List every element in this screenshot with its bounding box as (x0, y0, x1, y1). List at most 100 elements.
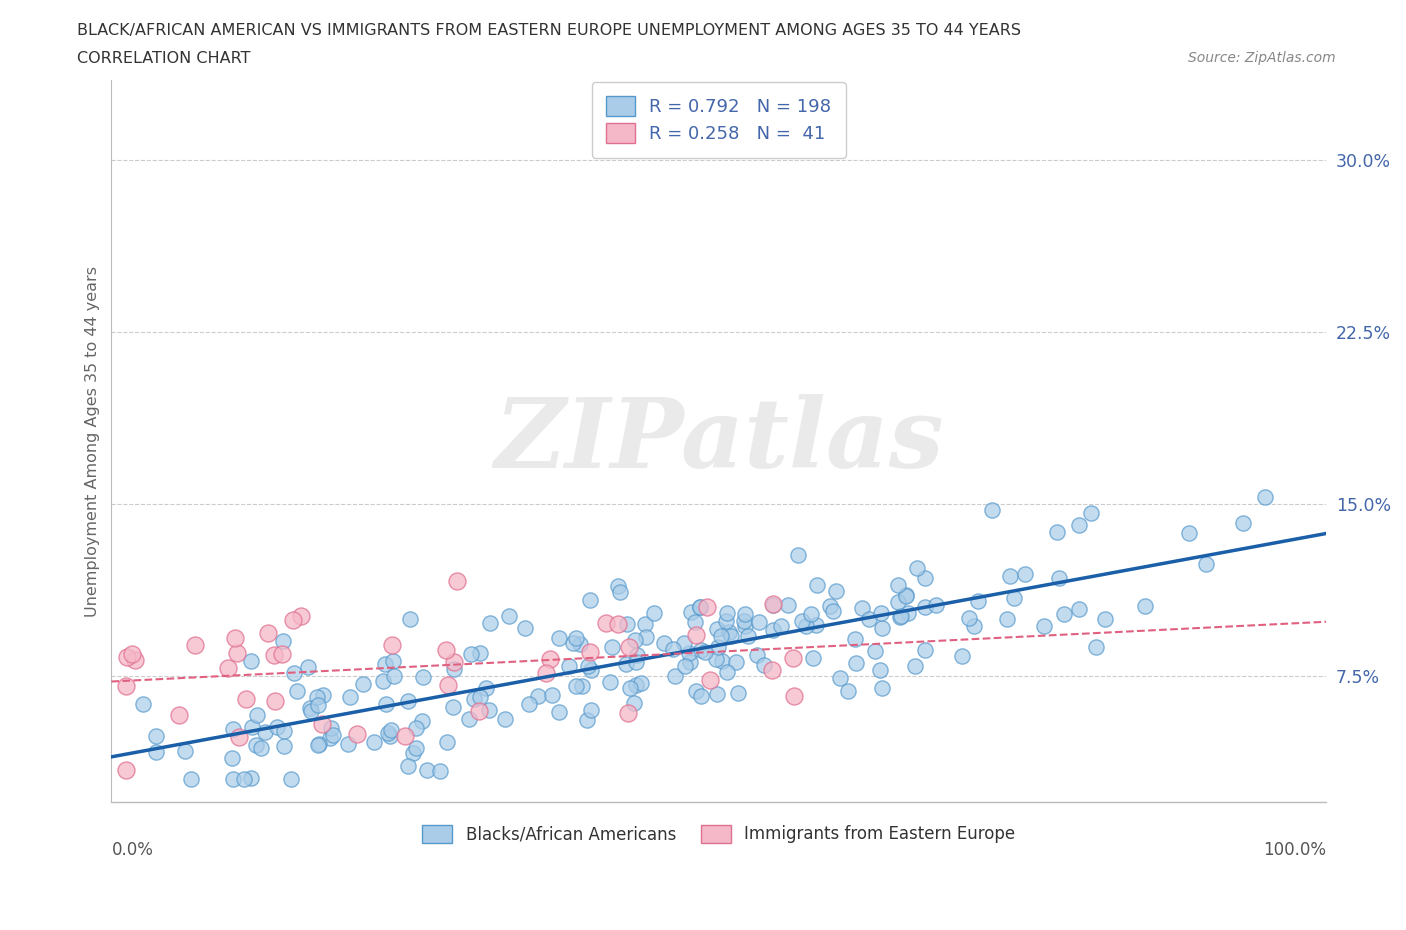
Point (336, 737, 359, 751)
Point (616, 706, 638, 721)
Point (285, 684, 308, 698)
Point (281, 612, 304, 627)
Point (689, 600, 711, 615)
Point (769, 619, 792, 634)
Point (606, 617, 628, 631)
Point (273, 724, 295, 738)
Point (145, 744, 167, 759)
Point (710, 629, 733, 644)
Point (446, 573, 468, 588)
Point (579, 663, 602, 678)
Point (624, 632, 647, 647)
Point (1080, 505, 1102, 520)
Point (706, 686, 728, 701)
Point (762, 597, 785, 612)
Point (600, 640, 623, 655)
Point (1195, 557, 1218, 572)
Point (307, 690, 329, 705)
Point (115, 678, 138, 693)
Point (246, 708, 269, 723)
Point (734, 618, 756, 633)
Point (599, 674, 621, 689)
Point (800, 606, 823, 621)
Point (761, 663, 783, 678)
Point (1085, 640, 1108, 655)
Legend: Blacks/African Americans, Immigrants from Eastern Europe: Blacks/African Americans, Immigrants fro… (413, 817, 1024, 852)
Point (679, 654, 702, 669)
Point (630, 676, 652, 691)
Point (792, 614, 814, 629)
Point (720, 629, 742, 644)
Point (468, 689, 491, 704)
Point (894, 588, 917, 603)
Point (1046, 525, 1069, 539)
Point (1178, 526, 1201, 541)
Point (436, 677, 458, 692)
Point (322, 727, 344, 742)
Point (132, 697, 155, 711)
Point (494, 711, 516, 726)
Point (458, 711, 481, 726)
Point (887, 594, 910, 609)
Point (434, 643, 457, 658)
Point (382, 669, 405, 684)
Point (617, 640, 640, 655)
Point (716, 605, 738, 620)
Point (727, 685, 749, 700)
Point (221, 772, 243, 787)
Point (762, 622, 785, 637)
Point (478, 702, 501, 717)
Point (725, 655, 748, 670)
Point (905, 560, 928, 575)
Point (541, 687, 564, 702)
Point (737, 629, 759, 644)
Point (950, 649, 973, 664)
Point (623, 696, 645, 711)
Point (498, 608, 520, 623)
Point (714, 613, 737, 628)
Point (475, 681, 498, 696)
Point (689, 689, 711, 704)
Point (121, 646, 143, 661)
Point (381, 637, 404, 652)
Point (837, 684, 859, 698)
Point (396, 694, 419, 709)
Point (145, 729, 167, 744)
Point (1047, 570, 1070, 585)
Point (823, 603, 845, 618)
Point (321, 721, 343, 736)
Point (643, 605, 665, 620)
Point (845, 656, 868, 671)
Point (308, 736, 330, 751)
Point (794, 618, 817, 633)
Point (783, 688, 806, 703)
Point (441, 699, 464, 714)
Point (1133, 598, 1156, 613)
Point (869, 662, 891, 677)
Point (818, 599, 841, 614)
Point (436, 735, 458, 750)
Point (870, 681, 893, 696)
Point (240, 771, 263, 786)
Point (463, 692, 485, 707)
Point (339, 690, 361, 705)
Point (536, 666, 558, 681)
Point (673, 635, 696, 650)
Point (616, 617, 638, 631)
Point (374, 657, 396, 671)
Point (319, 731, 342, 746)
Point (235, 691, 257, 706)
Point (228, 729, 250, 744)
Point (595, 616, 617, 631)
Point (748, 614, 770, 629)
Point (844, 631, 866, 646)
Point (280, 772, 302, 787)
Point (1053, 606, 1076, 621)
Point (263, 647, 285, 662)
Point (1033, 618, 1056, 633)
Point (581, 702, 603, 717)
Point (733, 614, 755, 629)
Point (1067, 602, 1090, 617)
Point (412, 670, 434, 684)
Point (634, 616, 657, 631)
